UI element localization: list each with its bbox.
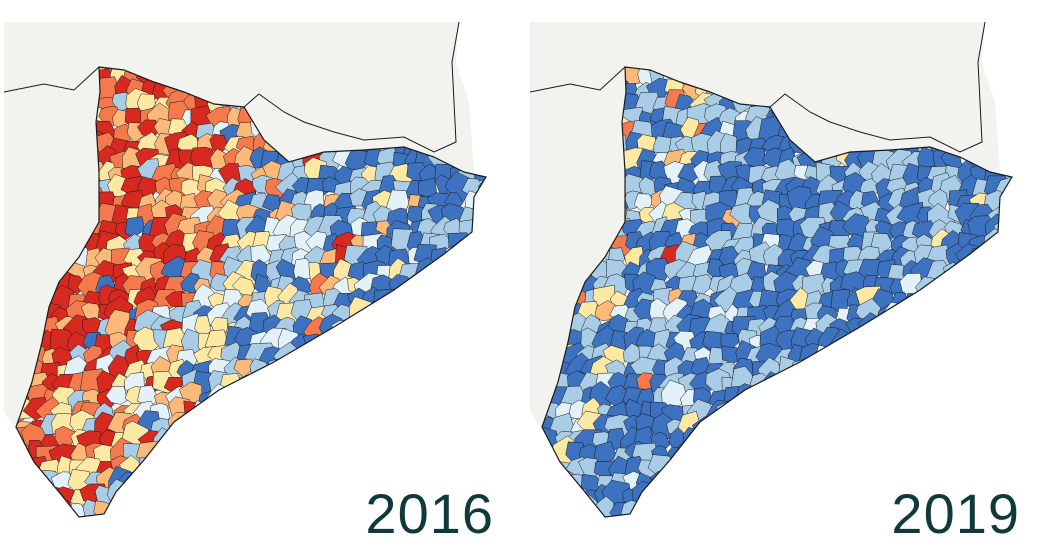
map-panel-2016: 2016 <box>4 22 504 550</box>
year-label-2019: 2019 <box>891 482 1020 545</box>
choropleth-map-2019 <box>530 22 1030 550</box>
municipality-polygon <box>210 273 228 292</box>
municipality-polygon <box>691 274 715 296</box>
border-line <box>4 66 100 93</box>
sea-area <box>530 22 1030 550</box>
choropleth-map-2016 <box>4 22 504 550</box>
border-line <box>530 66 626 93</box>
map-panel-2019: 2019 <box>530 22 1030 550</box>
border-line-north <box>243 22 460 153</box>
sea-area <box>4 22 504 550</box>
region-outline <box>15 66 487 518</box>
municipality-polygon <box>233 358 256 378</box>
year-label-2016: 2016 <box>365 482 494 545</box>
municipality-polygon <box>105 385 128 405</box>
municipality-polygon <box>756 199 785 223</box>
border-line-north <box>769 22 986 153</box>
region-outline <box>541 66 1013 518</box>
